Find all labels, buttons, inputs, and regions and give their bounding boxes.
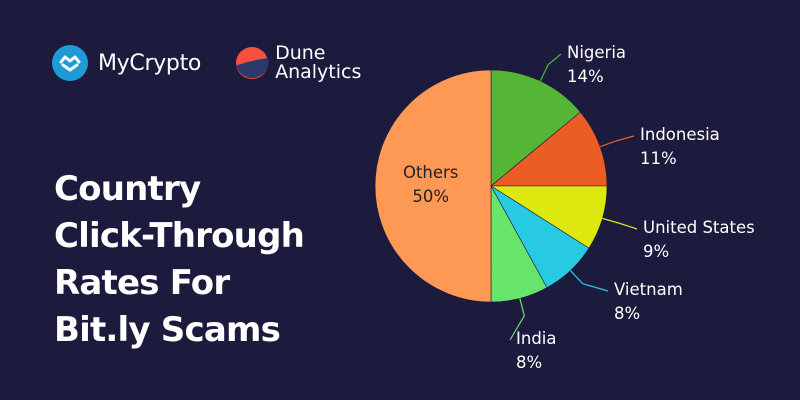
- leader-line-vietnam: [569, 270, 609, 292]
- pie-slice-indonesia: [490, 111, 608, 187]
- leader-line-indonesia: [599, 135, 635, 148]
- page-title: Country Click-Through Rates For Bit.ly S…: [54, 166, 374, 354]
- slice-value-united-states: 9%: [643, 242, 669, 261]
- slice-label-others: Others: [403, 163, 458, 182]
- mycrypto-heart-icon: [52, 45, 88, 81]
- slice-label-vietnam: Vietnam: [614, 280, 683, 299]
- pie-slice-others: [374, 69, 492, 303]
- slice-value-nigeria: 14%: [567, 67, 604, 86]
- dune-name-line2: Analytics: [275, 61, 362, 83]
- leader-line-india: [509, 298, 525, 341]
- leader-line-united-states: [602, 217, 638, 230]
- title-line-2: Click-Through: [54, 216, 305, 256]
- slice-label-india: India: [516, 329, 557, 348]
- slice-label-nigeria: Nigeria: [567, 43, 626, 62]
- slice-value-indonesia: 11%: [640, 149, 677, 168]
- leader-line-nigeria: [539, 53, 562, 82]
- dune-icon: [236, 47, 269, 79]
- slice-value-others: 50%: [412, 187, 449, 206]
- slice-label-united-states: United States: [643, 218, 755, 237]
- slice-value-india: 8%: [516, 353, 542, 372]
- logo-row: MyCrypto Dune Analytics: [52, 44, 361, 82]
- slice-value-vietnam: 8%: [614, 304, 640, 323]
- dune-logo: Dune Analytics: [235, 44, 361, 82]
- title-line-3: Rates For: [54, 263, 230, 303]
- title-line-4: Bit.ly Scams: [54, 310, 281, 350]
- title-line-1: Country: [54, 169, 201, 209]
- slice-label-indonesia: Indonesia: [640, 125, 720, 144]
- mycrypto-logo: MyCrypto: [52, 45, 201, 81]
- dune-name: Dune Analytics: [275, 44, 361, 82]
- mycrypto-name: MyCrypto: [98, 50, 202, 76]
- dune-name-line1: Dune: [275, 42, 326, 64]
